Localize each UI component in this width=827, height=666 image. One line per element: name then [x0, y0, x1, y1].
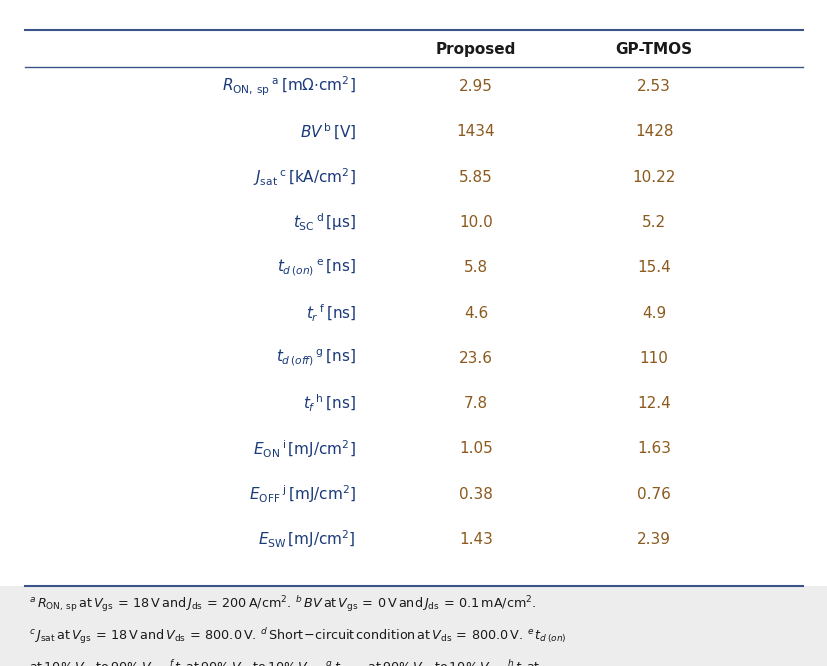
Text: 1.43: 1.43	[459, 532, 492, 547]
Text: 5.8: 5.8	[463, 260, 488, 275]
Text: 23.6: 23.6	[458, 351, 493, 366]
Text: 0.76: 0.76	[637, 487, 670, 501]
Text: 12.4: 12.4	[637, 396, 670, 411]
Text: $\mathrm{at\,10\%\,}\mathit{V}_{\mathrm{gs}}\mathrm{\,to\,90\%\,}\mathit{V}_{\ma: $\mathrm{at\,10\%\,}\mathit{V}_{\mathrm{…	[29, 658, 540, 666]
Text: 4.6: 4.6	[463, 306, 488, 320]
Text: $\mathit{E}_{\mathrm{ON}}\,^{\mathrm{i}}\,[\mathrm{mJ/cm^2}]$: $\mathit{E}_{\mathrm{ON}}\,^{\mathrm{i}}…	[253, 438, 356, 460]
Text: 5.85: 5.85	[459, 170, 492, 184]
Text: $\mathit{R}_{\mathrm{ON,\,sp}}\,^{\mathrm{a}}\,[\mathrm{m\Omega{\cdot}cm^2}]$: $\mathit{R}_{\mathrm{ON,\,sp}}\,^{\mathr…	[222, 75, 356, 98]
Text: GP-TMOS: GP-TMOS	[614, 43, 692, 57]
Text: $^{a}\,\mathit{R}_{\mathrm{ON,\,sp}}\,\mathrm{at}\,\mathit{V}_{\mathrm{gs}}\math: $^{a}\,\mathit{R}_{\mathrm{ON,\,sp}}\,\m…	[29, 594, 536, 614]
Text: $\mathit{t}_{\mathit{f}}\,^{\mathrm{h}}\,[\mathrm{ns}]$: $\mathit{t}_{\mathit{f}}\,^{\mathrm{h}}\…	[303, 393, 356, 414]
Bar	[0, 586, 827, 666]
Text: 0.38: 0.38	[459, 487, 492, 501]
Text: 2.53: 2.53	[637, 79, 670, 94]
Text: $\mathit{t}_{\mathit{d\,(off)}}\,^{\mathrm{g}}\,[\mathrm{ns}]$: $\mathit{t}_{\mathit{d\,(off)}}\,^{\math…	[275, 348, 356, 368]
Text: $^{c}\,\mathit{J}_{\mathrm{sat}}\,\mathrm{at}\,\mathit{V}_{\mathrm{gs}}\mathrm{\: $^{c}\,\mathit{J}_{\mathrm{sat}}\,\mathr…	[29, 626, 566, 646]
Text: 5.2: 5.2	[641, 215, 666, 230]
Text: $\mathit{t}_{\mathit{r}}\,^{\mathrm{f}}\,[\mathrm{ns}]$: $\mathit{t}_{\mathit{r}}\,^{\mathrm{f}}\…	[305, 302, 356, 324]
Text: 4.9: 4.9	[641, 306, 666, 320]
Text: 1.05: 1.05	[459, 442, 492, 456]
Text: $\mathit{BV}\,^{\mathrm{b}}\,[\mathrm{V}]$: $\mathit{BV}\,^{\mathrm{b}}\,[\mathrm{V}…	[299, 122, 356, 142]
Text: 7.8: 7.8	[463, 396, 488, 411]
Text: $\mathit{J}_{\mathrm{sat}}\,^{\mathrm{c}}\,[\mathrm{kA/cm^2}]$: $\mathit{J}_{\mathrm{sat}}\,^{\mathrm{c}…	[253, 166, 356, 188]
Text: 110: 110	[639, 351, 667, 366]
Text: $\mathit{t}_{\mathit{d\,(on)}}\,^{\mathrm{e}}\,[\mathrm{ns}]$: $\mathit{t}_{\mathit{d\,(on)}}\,^{\mathr…	[277, 258, 356, 278]
Text: $\mathit{t}_{\mathrm{SC}}\,^{\mathrm{d}}\,[\mathrm{\mu s}]$: $\mathit{t}_{\mathrm{SC}}\,^{\mathrm{d}}…	[293, 212, 356, 233]
Text: 2.39: 2.39	[636, 532, 671, 547]
Text: 2.95: 2.95	[459, 79, 492, 94]
Text: 10.0: 10.0	[459, 215, 492, 230]
Text: 1.63: 1.63	[636, 442, 671, 456]
Text: $\mathit{E}_{\mathrm{OFF}}\,^{\mathrm{j}}\,[\mathrm{mJ/cm^2}]$: $\mathit{E}_{\mathrm{OFF}}\,^{\mathrm{j}…	[249, 484, 356, 505]
Text: 10.22: 10.22	[632, 170, 675, 184]
Text: Proposed: Proposed	[435, 43, 516, 57]
Text: 1434: 1434	[457, 125, 495, 139]
Text: 1428: 1428	[634, 125, 672, 139]
Text: $\mathit{E}_{\mathrm{SW}}\,[\mathrm{mJ/cm^2}]$: $\mathit{E}_{\mathrm{SW}}\,[\mathrm{mJ/c…	[258, 529, 356, 550]
Text: 15.4: 15.4	[637, 260, 670, 275]
